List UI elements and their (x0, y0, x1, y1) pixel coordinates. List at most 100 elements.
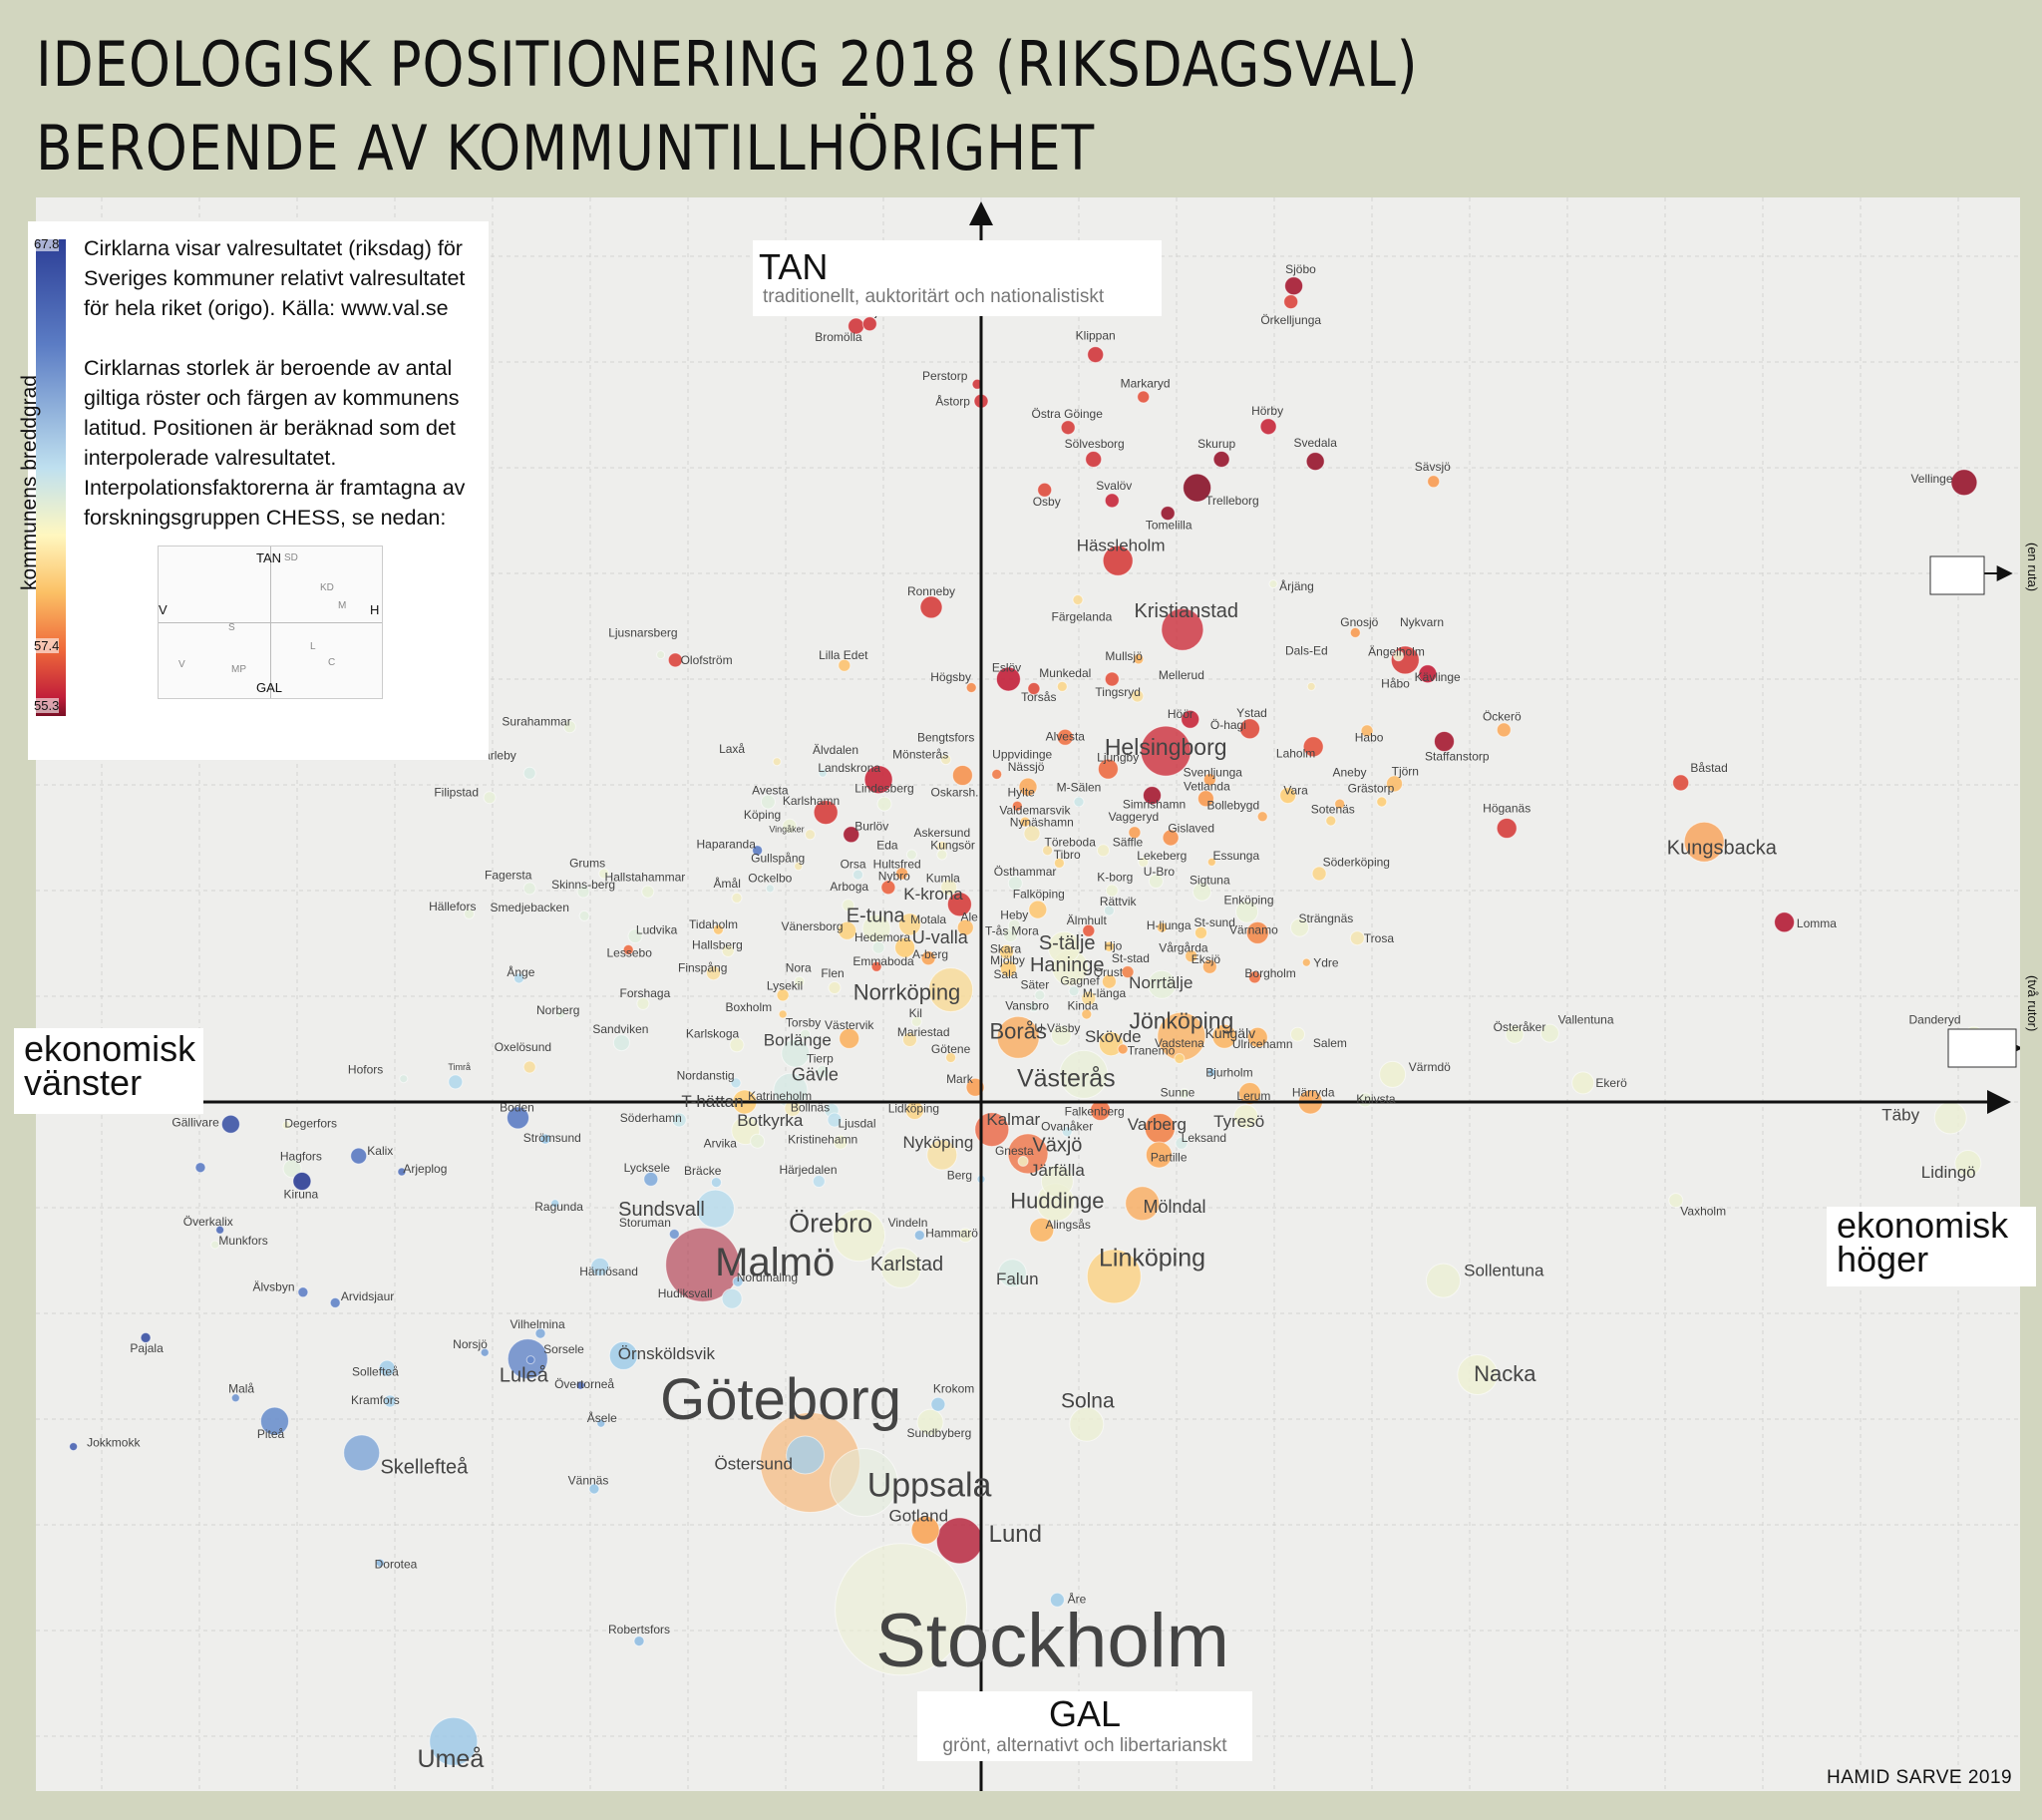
label-hällefors: Hällefors (429, 900, 476, 913)
label-munkfors: Munkfors (218, 1234, 267, 1248)
label-kinda: Kinda (1068, 999, 1099, 1013)
bubble-älvkarleby (522, 766, 536, 780)
bubble-kiruna (292, 1172, 312, 1191)
left-axis-line1: ekonomisk (24, 1028, 196, 1069)
label-lycksele: Lycksele (624, 1161, 671, 1175)
label-malå: Malå (228, 1382, 254, 1396)
label-alvesta: Alvesta (1046, 729, 1086, 743)
bubble-hässleholm (1102, 545, 1134, 576)
inset-party-sd: SD (284, 552, 298, 563)
label-grästorp: Grästorp (1348, 781, 1395, 795)
bubble-kungälv (1211, 1023, 1237, 1049)
label-ydre: Ydre (1313, 955, 1339, 969)
bubble-vansbro (1028, 1001, 1040, 1013)
label-kil: Kil (909, 1006, 922, 1020)
label-falkenberg: Falkenberg (1065, 1105, 1125, 1119)
label-bromölla: Bromölla (815, 330, 862, 344)
label-st-sund: St-sund (1194, 915, 1235, 929)
label-köping: Köping (744, 808, 781, 822)
label-nykvarn: Nykvarn (1400, 615, 1444, 629)
label-lessebo: Lessebo (607, 946, 653, 960)
label-härnösand: Härnösand (579, 1265, 638, 1278)
label-arjeplog: Arjeplog (403, 1162, 447, 1176)
label-ronneby: Ronneby (907, 584, 955, 598)
bubble-nykvarn (1393, 650, 1404, 662)
inset-party-s: S (228, 622, 235, 633)
bubble-simrishamn (1143, 786, 1162, 806)
bubble-munkedal (1056, 680, 1068, 692)
label-klippan: Klippan (1076, 329, 1116, 343)
label-burlöv: Burlöv (854, 820, 888, 834)
bubble-färgelanda (1072, 594, 1084, 605)
label-högsby: Högsby (930, 670, 971, 684)
label-botkyrka: Botkyrka (737, 1111, 804, 1130)
inset-tan-label: TAN (256, 550, 282, 565)
bubble-haparanda (752, 845, 764, 857)
label-simrishamn: Simrishamn (1123, 797, 1186, 811)
label-åsele: Åsele (587, 1410, 617, 1425)
bubble-ale (956, 918, 974, 936)
bubble-emmaboda (870, 960, 882, 972)
label-kiruna: Kiruna (284, 1187, 319, 1201)
label-mjölby: Mjölby (990, 953, 1025, 967)
bubble-värmdö (1379, 1060, 1407, 1088)
label-ljusnarsberg: Ljusnarsberg (608, 626, 677, 640)
label-lerum: Lerum (1236, 1089, 1270, 1103)
inset-gal-label: GAL (256, 680, 283, 695)
label-haparanda: Haparanda (697, 838, 757, 852)
label-sollefteå: Sollefteå (352, 1365, 399, 1379)
bubble-vännäs (588, 1483, 600, 1495)
bubble-orust (1101, 973, 1117, 989)
label-orsa: Orsa (841, 858, 866, 872)
label-håbo: Håbo (1381, 676, 1410, 690)
bubble-tomelilla (1160, 506, 1176, 522)
label-tyresö: Tyresö (1213, 1112, 1264, 1131)
bubble-gislaved (1162, 829, 1180, 847)
label-mölndal: Mölndal (1143, 1197, 1205, 1217)
label-gagnef: Gagnef (1060, 973, 1100, 987)
label-gnesta: Gnesta (995, 1144, 1034, 1158)
scatter-chart: SjöboÖrkelljungaBjuvBromöllaKlippanPerst… (36, 197, 2020, 1791)
bubble-ronneby (919, 595, 943, 619)
bubble-götene (945, 1052, 957, 1063)
bubble-forshaga (636, 996, 650, 1010)
side-note-one-box: (en ruta) (2025, 543, 2040, 592)
label-lekeberg: Lekeberg (1137, 849, 1187, 863)
inset-party-l: L (310, 641, 316, 652)
label-vaggeryd: Vaggeryd (1109, 810, 1159, 824)
bubble-motala (898, 912, 921, 936)
bubble-nässjö (1018, 777, 1038, 797)
label-lidköping: Lidköping (888, 1102, 939, 1116)
label-vaxholm: Vaxholm (1680, 1204, 1726, 1218)
label-nordanstig: Nordanstig (677, 1069, 735, 1083)
bubble-landskrona (863, 765, 893, 795)
label-kalix: Kalix (367, 1144, 393, 1158)
bubble-skara (999, 944, 1014, 959)
label-lysekil: Lysekil (767, 979, 803, 993)
label-vallentuna: Vallentuna (1558, 1013, 1614, 1027)
label-k-borg: K-borg (1097, 870, 1133, 884)
bubble-ekerö (1571, 1071, 1595, 1095)
label-oxelösund: Oxelösund (495, 1040, 551, 1054)
bubble-valdemarsvik (1019, 816, 1031, 828)
label-västerås: Västerås (1017, 1064, 1116, 1092)
party-position-inset: TAN GAL V H SD KD M S L C V MP (158, 546, 383, 699)
label-skinns-berg: Skinns-berg (551, 878, 615, 892)
bubble-bräcke (710, 1177, 722, 1189)
bubble-härjedalen (812, 1175, 826, 1188)
label-åstorp: Åstorp (935, 393, 970, 408)
bubble-ulricehamn (1246, 1026, 1268, 1048)
label-svalöv: Svalöv (1096, 479, 1132, 493)
bubble-järfälla (1040, 1165, 1074, 1198)
label-vänersborg: Vänersborg (781, 919, 843, 933)
label-karlshamn: Karlshamn (783, 794, 840, 808)
inset-party-c: C (328, 657, 336, 668)
bubble-vänersborg (838, 920, 857, 940)
bubble-säter (1034, 989, 1046, 1001)
bubble-filipstad (483, 791, 497, 805)
label-nybro: Nybro (878, 869, 910, 883)
bubble-sundbyberg (916, 1408, 944, 1436)
bubble-bengtsfors (940, 754, 952, 766)
label-ludvika: Ludvika (636, 922, 678, 936)
bubble-borgholm (1247, 970, 1261, 984)
